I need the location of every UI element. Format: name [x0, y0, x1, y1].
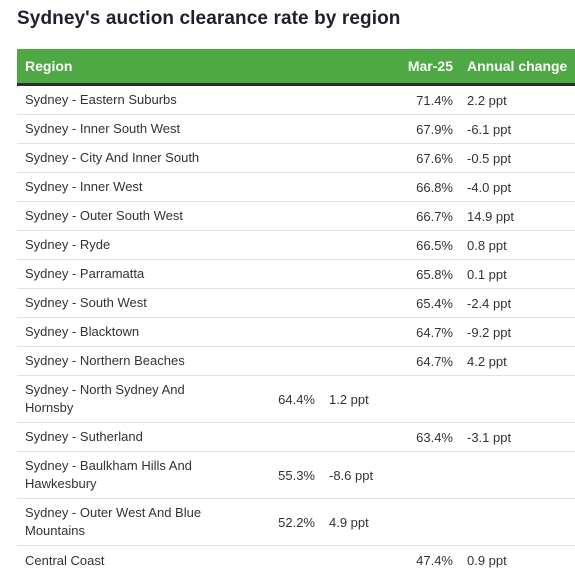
cell-mar-25: 64.7%: [416, 353, 453, 369]
cell-mar-25: 65.8%: [416, 266, 453, 282]
table-row: Sydney - Inner West 66.8% -4.0 ppt: [17, 173, 575, 202]
cell-region: Central Coast: [25, 552, 105, 568]
cell-annual-change: 14.9 ppt: [467, 208, 514, 224]
cell-annual-change: 2.2 ppt: [467, 92, 507, 108]
cell-mar-25: 63.4%: [416, 429, 453, 445]
table-row: Sydney - Ryde 66.5% 0.8 ppt: [17, 231, 575, 260]
cell-annual-change: -0.5 ppt: [467, 150, 512, 166]
table-row: Sydney - Sutherland 63.4% -3.1 ppt: [17, 423, 575, 452]
table-row: Sydney - Outer West And Blue Mountains 5…: [17, 499, 575, 546]
cell-region: Sydney - Outer South West: [25, 208, 183, 223]
cell-mar-25: 66.8%: [416, 179, 453, 195]
table-row: Central Coast 47.4% 0.9 ppt: [17, 546, 575, 575]
cell-region: Sydney - Blacktown: [25, 324, 140, 339]
cell-mar-25: 66.5%: [416, 237, 453, 253]
cell-region: Sydney - City And Inner South: [25, 150, 200, 165]
table-row: Sydney - South West 65.4% -2.4 ppt: [17, 289, 575, 318]
cell-mar-25: 64.7%: [416, 324, 453, 340]
cell-annual-change: 4.2 ppt: [467, 353, 507, 369]
cell-mar-25: 55.3%: [278, 467, 315, 483]
cell-mar-25: 52.2%: [278, 514, 315, 530]
table-row: Sydney - Eastern Suburbs 71.4% 2.2 ppt: [17, 86, 575, 115]
cell-region: Sydney - Northern Beaches: [25, 353, 185, 368]
table-row: Sydney - Blacktown 64.7% -9.2 ppt: [17, 318, 575, 347]
cell-annual-change: 0.9 ppt: [467, 553, 507, 568]
table-row: Sydney - Northern Beaches 64.7% 4.2 ppt: [17, 347, 575, 376]
table-row: Sydney - Baulkham Hills And Hawkesbury 5…: [17, 452, 575, 499]
cell-annual-change: -8.6 ppt: [329, 467, 374, 483]
cell-mar-25: 67.9%: [416, 121, 453, 137]
cell-region: Sydney - Eastern Suburbs: [25, 92, 177, 107]
cell-annual-change: 0.1 ppt: [467, 266, 507, 282]
cell-annual-change: -2.4 ppt: [467, 295, 512, 311]
cell-annual-change: 0.8 ppt: [467, 237, 507, 253]
cell-annual-change: -9.2 ppt: [467, 324, 512, 340]
clearance-rate-table: Region Mar-25 Annual change Sydney - Eas…: [17, 49, 575, 575]
header-mar-25: Mar-25: [407, 58, 453, 74]
table-header: Region Mar-25 Annual change: [17, 49, 575, 86]
cell-mar-25: 65.4%: [416, 295, 453, 311]
cell-annual-change: -3.1 ppt: [467, 429, 512, 445]
cell-region: Sydney - Ryde: [25, 237, 111, 252]
cell-mar-25: 64.4%: [278, 391, 315, 407]
cell-annual-change: 4.9 ppt: [329, 514, 369, 530]
table-row: Sydney - Outer South West 66.7% 14.9 ppt: [17, 202, 575, 231]
cell-region: Sydney - Baulkham Hills And Hawkesbury: [25, 458, 192, 491]
cell-region: Sydney - Outer West And Blue Mountains: [25, 505, 202, 538]
cell-region: Sydney - North Sydney And Hornsby: [25, 382, 185, 415]
table-row: Sydney - North Sydney And Hornsby 64.4% …: [17, 376, 575, 423]
cell-annual-change: -6.1 ppt: [467, 121, 512, 137]
table-title: Sydney's auction clearance rate by regio…: [17, 8, 401, 29]
cell-mar-25: 71.4%: [416, 92, 453, 108]
cell-mar-25: 66.7%: [416, 208, 453, 224]
cell-mar-25: 47.4%: [416, 553, 453, 568]
table-row: Sydney - City And Inner South 67.6% -0.5…: [17, 144, 575, 173]
header-annual-change: Annual change: [467, 58, 568, 74]
cell-annual-change: 1.2 ppt: [329, 391, 369, 407]
table-row: Sydney - Parramatta 65.8% 0.1 ppt: [17, 260, 575, 289]
cell-annual-change: -4.0 ppt: [467, 179, 512, 195]
cell-region: Sydney - Sutherland: [25, 429, 143, 444]
cell-region: Sydney - Inner South West: [25, 121, 181, 136]
cell-region: Sydney - Inner West: [25, 179, 143, 194]
header-region: Region: [25, 58, 73, 74]
cell-region: Sydney - Parramatta: [25, 266, 145, 281]
cell-mar-25: 67.6%: [416, 150, 453, 166]
table-row: Sydney - Inner South West 67.9% -6.1 ppt: [17, 115, 575, 144]
cell-region: Sydney - South West: [25, 295, 147, 310]
